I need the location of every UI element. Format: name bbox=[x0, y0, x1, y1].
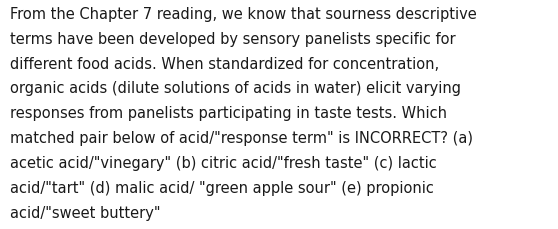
Text: different food acids. When standardized for concentration,: different food acids. When standardized … bbox=[10, 56, 439, 71]
Text: acetic acid/"vinegary" (b) citric acid/"fresh taste" (c) lactic: acetic acid/"vinegary" (b) citric acid/"… bbox=[10, 155, 437, 170]
Text: acid/"tart" (d) malic acid/ "green apple sour" (e) propionic: acid/"tart" (d) malic acid/ "green apple… bbox=[10, 180, 434, 195]
Text: matched pair below of acid/"response term" is INCORRECT? (a): matched pair below of acid/"response ter… bbox=[10, 131, 473, 145]
Text: responses from panelists participating in taste tests. Which: responses from panelists participating i… bbox=[10, 106, 447, 121]
Text: terms have been developed by sensory panelists specific for: terms have been developed by sensory pan… bbox=[10, 32, 456, 46]
Text: organic acids (dilute solutions of acids in water) elicit varying: organic acids (dilute solutions of acids… bbox=[10, 81, 461, 96]
Text: acid/"sweet buttery": acid/"sweet buttery" bbox=[10, 205, 161, 220]
Text: From the Chapter 7 reading, we know that sourness descriptive: From the Chapter 7 reading, we know that… bbox=[10, 7, 477, 22]
